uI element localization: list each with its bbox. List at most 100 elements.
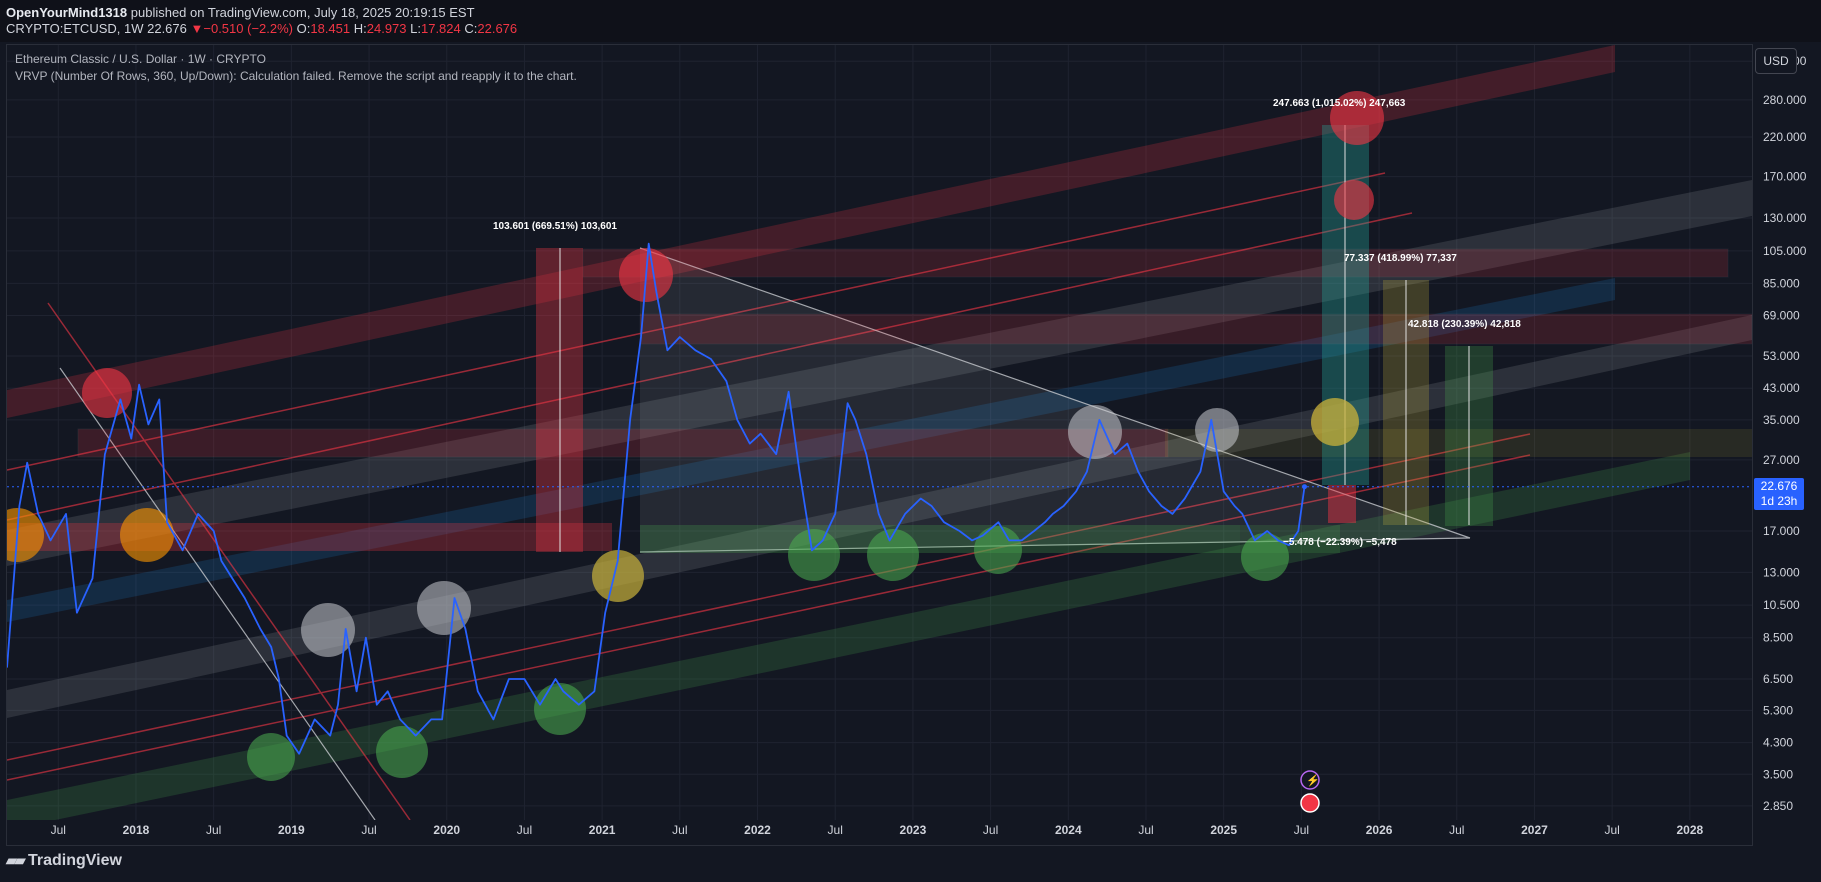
x-tick-label: 2018 bbox=[123, 823, 150, 837]
white-channel-band-upper bbox=[7, 180, 1752, 566]
author-name[interactable]: OpenYourMind1318 bbox=[6, 5, 128, 20]
y-tick-label: 130.000 bbox=[1763, 211, 1807, 225]
red-circle bbox=[1334, 180, 1374, 220]
y-tick-label: 2.850 bbox=[1763, 799, 1793, 813]
open-value: 18.451 bbox=[310, 21, 351, 36]
lightning-glyph-icon: ⚡ bbox=[1306, 774, 1320, 787]
green-circle bbox=[534, 683, 586, 735]
chart-title-legend: Ethereum Classic / U.S. Dollar · 1W · CR… bbox=[15, 52, 266, 66]
x-tick-label: Jul bbox=[672, 823, 687, 837]
low-value: 17.824 bbox=[420, 21, 461, 36]
x-tick-label: 2027 bbox=[1521, 823, 1548, 837]
tradingview-logo[interactable]: ▰▰ TradingView bbox=[6, 852, 122, 870]
chart-grid bbox=[7, 45, 1752, 820]
x-tick-label: 2021 bbox=[589, 823, 616, 837]
red-circle bbox=[1330, 91, 1384, 145]
x-tick-label: Jul bbox=[828, 823, 843, 837]
last-price: 22.676 bbox=[147, 21, 187, 36]
white-circle bbox=[301, 603, 355, 657]
y-tick-label: 6.500 bbox=[1763, 672, 1793, 686]
y-tick-label: 69.000 bbox=[1763, 308, 1800, 322]
green-circle bbox=[788, 529, 840, 581]
chart-frame[interactable] bbox=[6, 44, 1753, 846]
white-circle bbox=[1068, 405, 1122, 459]
white-circle bbox=[417, 581, 471, 635]
x-tick-label: Jul bbox=[51, 823, 66, 837]
y-tick-label: 3.500 bbox=[1763, 767, 1793, 781]
red-box-top bbox=[582, 248, 1729, 278]
x-tick-label: 2022 bbox=[744, 823, 771, 837]
y-tick-label: 8.500 bbox=[1763, 631, 1793, 645]
red-box-left bbox=[77, 428, 1169, 458]
measure-boxes bbox=[536, 125, 1493, 552]
event-icons[interactable]: ⚡ bbox=[1300, 770, 1320, 813]
open-label: O: bbox=[296, 21, 311, 36]
x-tick-label: Jul bbox=[1449, 823, 1464, 837]
ohlc-line: CRYPTO:ETCUSD, 1W 22.676 ▼−0.510 (−2.2%)… bbox=[6, 21, 517, 36]
last-price-point bbox=[1301, 484, 1307, 490]
horizontal-zones bbox=[7, 248, 1752, 553]
high-label: H: bbox=[353, 21, 367, 36]
y-tick-label: 17.000 bbox=[1763, 524, 1800, 538]
green-circle bbox=[247, 733, 295, 781]
price-tag-value: 22.676 bbox=[1760, 478, 1798, 493]
y-tick-label: 43.000 bbox=[1763, 381, 1800, 395]
x-tick-label: 2023 bbox=[900, 823, 927, 837]
triangle-zone bbox=[640, 248, 1470, 552]
price-tag-countdown: 1d 23h bbox=[1760, 493, 1798, 508]
x-tick-label: 2020 bbox=[433, 823, 460, 837]
x-tick-label: Jul bbox=[1294, 823, 1309, 837]
x-tick-label: Jul bbox=[983, 823, 998, 837]
high-value: 24.973 bbox=[366, 21, 407, 36]
x-tick-label: Jul bbox=[1604, 823, 1619, 837]
green-circle bbox=[1241, 533, 1289, 581]
y-tick-label: 5.300 bbox=[1763, 703, 1793, 717]
x-tick-label: 2025 bbox=[1210, 823, 1237, 837]
x-tick-label: 2026 bbox=[1366, 823, 1393, 837]
indicator-error-legend: VRVP (Number Of Rows, 360, Up/Down): Cal… bbox=[15, 69, 577, 83]
red-box-mid bbox=[639, 313, 1752, 345]
publish-info: published on TradingView.com, July 18, 2… bbox=[130, 5, 475, 20]
measure-label-3: 77.337 (418.99%) 77,337 bbox=[1344, 253, 1457, 264]
publish-line: OpenYourMind1318 published on TradingVie… bbox=[6, 5, 475, 20]
measure-box-5 bbox=[1328, 485, 1356, 523]
yellow-circle bbox=[592, 550, 644, 602]
lightning-event-icon[interactable] bbox=[1300, 770, 1320, 790]
y-tick-label: 4.300 bbox=[1763, 736, 1793, 750]
trend-lines bbox=[59, 247, 1471, 820]
price-series-line bbox=[7, 242, 1306, 755]
drawing-layer bbox=[7, 45, 1752, 820]
measure-label-5: −5.478 (−22.39%) −5,478 bbox=[1283, 537, 1397, 548]
time-axis[interactable]: Jul 2018 Jul 2019 Jul 2020 Jul 2021 Jul 2022 Jul 20… bbox=[51, 823, 1704, 837]
close-label: C: bbox=[464, 21, 478, 36]
x-tick-label: 2028 bbox=[1676, 823, 1703, 837]
publish-header bbox=[0, 0, 1821, 42]
brand-label: TradingView bbox=[28, 852, 122, 869]
blue-channel-band bbox=[7, 278, 1615, 622]
measure-labels: 103.601 (669.51%) 103,601 247.663 (1,015… bbox=[493, 98, 1521, 548]
currency-button[interactable]: USD bbox=[1755, 48, 1797, 74]
x-tick-label: Jul bbox=[1138, 823, 1153, 837]
price-axis[interactable]: 360.000280.000220.000170.000130.000105.0… bbox=[1763, 54, 1807, 813]
x-tick-label: Jul bbox=[361, 823, 376, 837]
measure-label-2: 247.663 (1,015.02%) 247,663 bbox=[1273, 98, 1406, 109]
tv-logo-icon: ▰▰ bbox=[6, 852, 26, 868]
white-circle bbox=[1195, 408, 1239, 452]
y-tick-label: 53.000 bbox=[1763, 349, 1800, 363]
x-tick-label: Jul bbox=[206, 823, 221, 837]
y-tick-label: 280.000 bbox=[1763, 93, 1807, 107]
us-flag-event-icon[interactable] bbox=[1300, 793, 1320, 813]
green-circle bbox=[974, 526, 1022, 574]
measure-label-1: 103.601 (669.51%) 103,601 bbox=[493, 221, 617, 232]
y-tick-label: 105.000 bbox=[1763, 244, 1807, 258]
y-tick-label: 85.000 bbox=[1763, 276, 1800, 290]
y-tick-label: 27.000 bbox=[1763, 453, 1800, 467]
green-circle bbox=[376, 726, 428, 778]
y-tick-label: 10.500 bbox=[1763, 598, 1800, 612]
x-tick-label: 2019 bbox=[278, 823, 305, 837]
close-value: 22.676 bbox=[477, 21, 518, 36]
x-tick-label: 2024 bbox=[1055, 823, 1082, 837]
yellow-circle bbox=[1311, 398, 1359, 446]
y-tick-label: 13.000 bbox=[1763, 565, 1800, 579]
